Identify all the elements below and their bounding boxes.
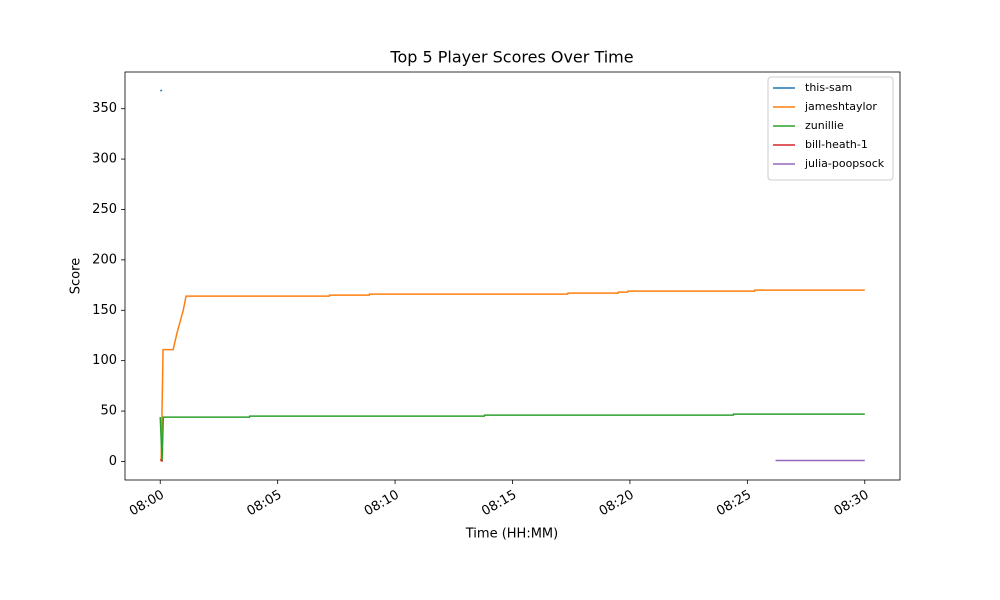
x-tick-label: 08:15 — [479, 488, 519, 520]
legend-label: bill-heath-1 — [805, 138, 868, 151]
x-tick-label: 08:20 — [597, 488, 637, 520]
y-tick-label: 0 — [109, 454, 117, 469]
legend-label: this-sam — [805, 81, 852, 94]
x-tick-label: 08:05 — [244, 488, 284, 520]
series-line — [159, 458, 164, 463]
legend-label: jameshtaylor — [804, 100, 877, 113]
legend-label: julia-poopsock — [804, 157, 885, 170]
legend-label: zunillie — [805, 119, 844, 132]
series-line — [159, 413, 865, 462]
chart-title: Top 5 Player Scores Over Time — [389, 48, 633, 67]
y-tick-label: 100 — [92, 353, 117, 368]
x-axis-label: Time (HH:MM) — [465, 527, 558, 542]
x-tick-label: 08:30 — [832, 488, 872, 520]
legend-box — [767, 76, 894, 181]
y-tick-label: 50 — [100, 404, 117, 419]
x-tick-label: 08:00 — [127, 488, 167, 520]
y-tick-label: 350 — [92, 101, 117, 116]
series-line — [160, 289, 865, 462]
plot-frame — [124, 71, 901, 481]
y-tick-label: 300 — [92, 152, 117, 167]
y-axis-label: Score — [69, 258, 84, 294]
y-tick-label: 200 — [92, 252, 117, 267]
x-tick-label: 08:25 — [714, 488, 754, 520]
y-tick-label: 250 — [92, 202, 117, 217]
x-tick-label: 08:10 — [362, 488, 402, 520]
y-tick-label: 150 — [92, 303, 117, 318]
